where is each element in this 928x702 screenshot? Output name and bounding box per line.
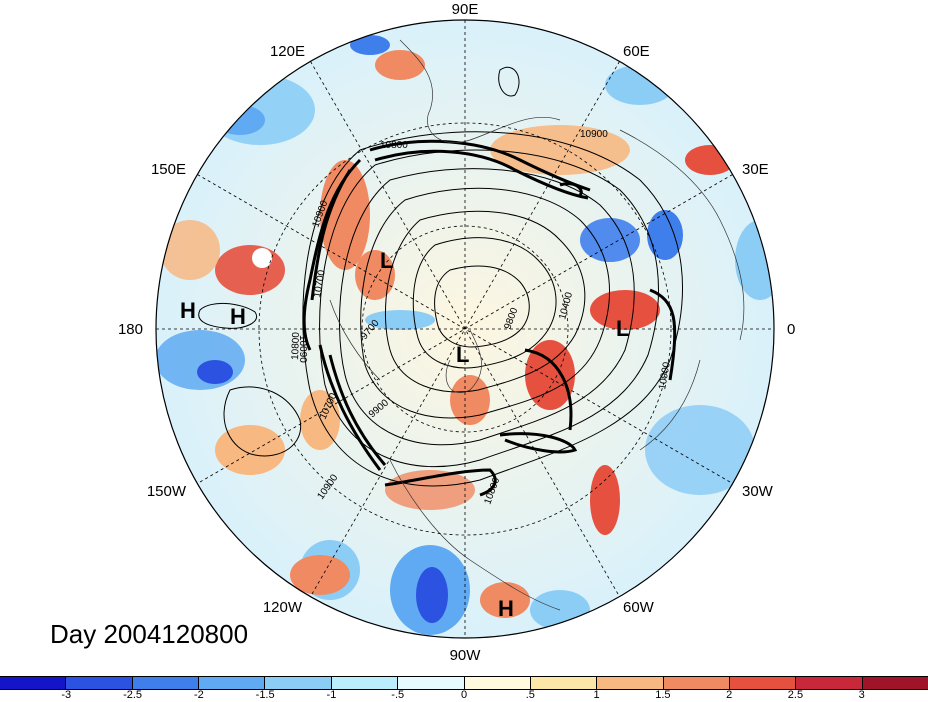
colorbar-tick-label: 3	[858, 689, 865, 701]
colorbar-tick-label: 2	[726, 689, 733, 701]
colorbar-swatch	[0, 677, 67, 689]
longitude-label: 150W	[147, 483, 187, 500]
high-pressure-marker: H	[230, 304, 246, 329]
contour-label: 10800	[380, 140, 408, 151]
contour-label: 10800	[290, 331, 302, 360]
contour-label: 10700	[312, 269, 328, 299]
colorbar-swatch	[597, 677, 664, 689]
low-pressure-marker: L	[616, 316, 629, 341]
colorbar-tick-label: 2.5	[787, 689, 804, 701]
colorbar-tick-label: 1.5	[655, 689, 671, 701]
colorbar-tick-label: -.5	[391, 689, 405, 701]
high-pressure-marker: H	[180, 298, 196, 323]
colorbar-swatch	[331, 677, 399, 689]
colorbar-swatch	[66, 677, 133, 689]
polar-map: 10900 10800 10900 10700 10800 9700 9800 …	[118, 1, 795, 664]
longitude-label: 90W	[450, 647, 482, 664]
colorbar-swatch	[398, 677, 465, 689]
height-contours	[198, 67, 683, 487]
colorbar-swatch	[729, 677, 797, 689]
colorbar-tick-label: -2.5	[123, 689, 143, 701]
longitude-label: 30E	[742, 161, 769, 178]
colorbar-tick-label: -1.5	[255, 689, 275, 701]
colorbar-tick-label: 0	[460, 689, 468, 701]
colorbar-swatch	[464, 677, 531, 689]
colorbar-swatch	[796, 677, 863, 689]
contour-label: 10900	[580, 129, 608, 140]
low-pressure-marker: L	[380, 248, 393, 273]
colorbar-tick-label: -1	[326, 689, 337, 701]
colorbar-swatch	[663, 677, 730, 689]
longitude-label: 150E	[151, 161, 186, 178]
colorbar-tick-label: .5	[525, 689, 535, 701]
colorbar-tick-label: 1	[593, 689, 600, 701]
colorbar-swatch	[530, 677, 598, 689]
high-pressure-marker: H	[498, 596, 514, 621]
coastlines	[329, 39, 745, 611]
colorbar	[0, 676, 928, 690]
longitude-label: 60E	[623, 43, 650, 60]
longitude-labels: 90E 60E 30E 0 30W 60W 90W 120W 150W 180 …	[118, 1, 795, 664]
longitude-label: 0	[787, 321, 795, 338]
colorbar-swatch	[199, 677, 266, 689]
longitude-label: 30W	[742, 483, 774, 500]
longitude-label: 180	[118, 321, 143, 338]
jet-contours	[302, 139, 677, 497]
day-title: Day 2004120800	[50, 619, 249, 649]
longitude-label: 120E	[270, 43, 305, 60]
contour-label: 10090	[297, 335, 308, 363]
colorbar-swatch	[132, 677, 200, 689]
colorbar-swatch	[862, 677, 928, 689]
longitude-label: 120W	[263, 599, 303, 616]
colorbar-tick-label: -3	[61, 689, 72, 701]
longitude-label: 90E	[452, 1, 479, 18]
low-pressure-marker: L	[456, 342, 469, 367]
colorbar-tick-label: -2	[193, 689, 204, 701]
contour-label: 10900	[657, 361, 673, 391]
colorbar-swatch	[265, 677, 332, 689]
graticule	[156, 20, 774, 638]
longitude-label: 60W	[623, 599, 655, 616]
pressure-markers: H H L L L H	[180, 248, 629, 621]
